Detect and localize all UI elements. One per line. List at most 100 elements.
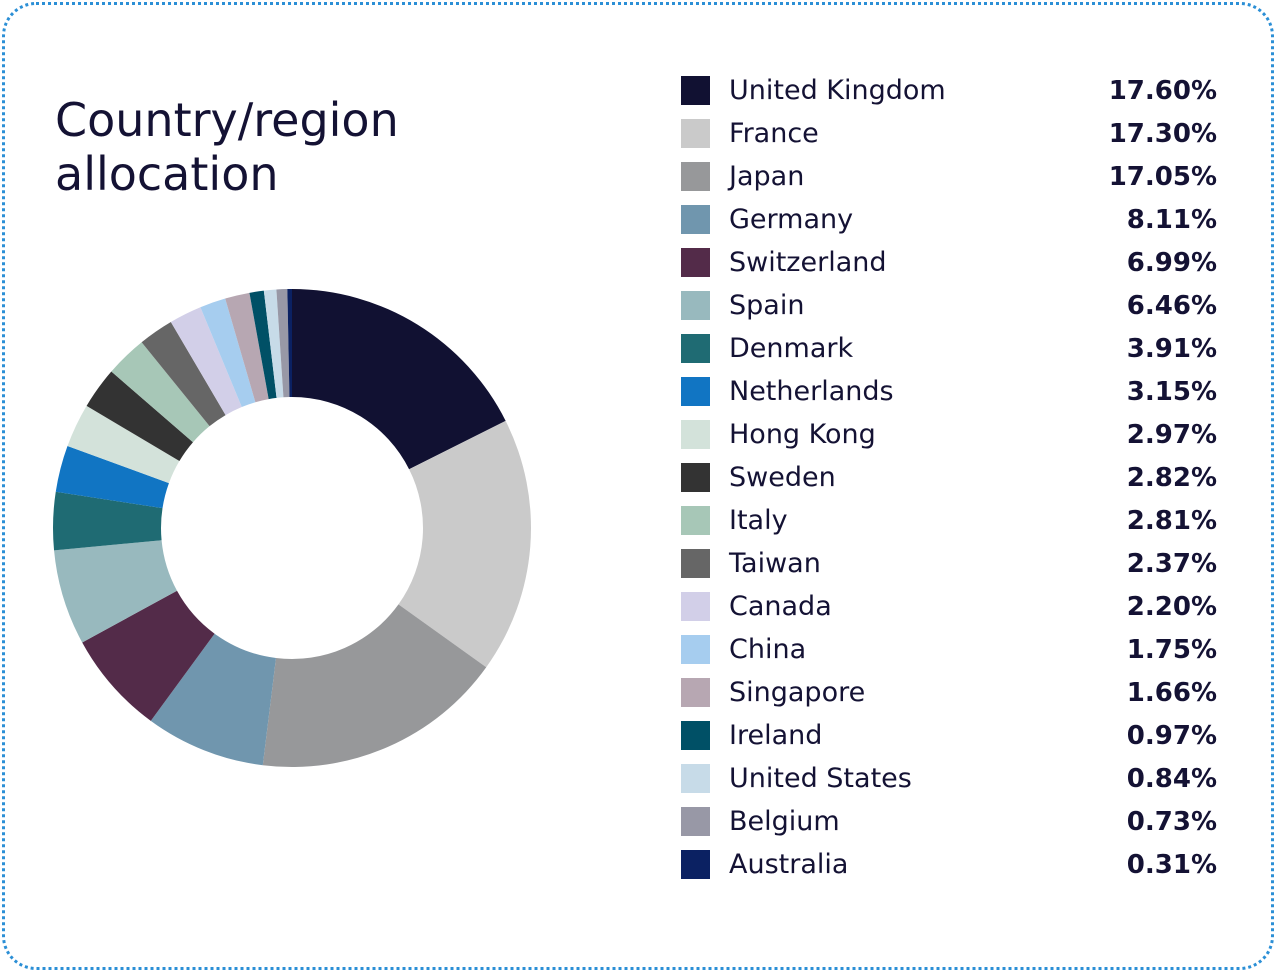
legend-swatch <box>681 764 710 793</box>
legend-label: Netherlands <box>729 376 894 407</box>
slice-netherlands <box>55 446 169 509</box>
donut-slices <box>53 289 531 767</box>
legend-item-denmark: Denmark 3.91% <box>681 327 1221 370</box>
legend-item-canada: Canada 2.20% <box>681 585 1221 628</box>
legend-swatch <box>681 291 710 320</box>
legend-value: 2.81% <box>1126 505 1217 536</box>
legend-value: 0.84% <box>1126 763 1217 794</box>
legend-label: Sweden <box>729 462 836 493</box>
legend-item-japan: Japan 17.05% <box>681 155 1221 198</box>
chart-title: Country/region allocation <box>55 93 399 201</box>
legend-value: 8.11% <box>1126 204 1217 235</box>
legend-swatch <box>681 334 710 363</box>
slice-italy <box>111 342 210 443</box>
slice-sweden <box>86 371 193 462</box>
legend-swatch <box>681 721 710 750</box>
legend-item-switzerland: Switzerland 6.99% <box>681 241 1221 284</box>
slice-united-kingdom <box>292 289 506 470</box>
legend-label: United Kingdom <box>729 75 946 106</box>
legend-swatch <box>681 162 710 191</box>
legend-label: Taiwan <box>729 548 821 579</box>
slice-ireland <box>249 290 277 400</box>
slice-spain <box>54 540 178 643</box>
legend-value: 3.91% <box>1126 333 1217 364</box>
legend-value: 6.46% <box>1126 290 1217 321</box>
slice-hong-kong <box>67 405 180 484</box>
legend-swatch <box>681 377 710 406</box>
legend-value: 2.97% <box>1126 419 1217 450</box>
slice-singapore <box>225 292 269 403</box>
legend-label: Switzerland <box>729 247 887 278</box>
legend-label: Hong Kong <box>729 419 876 450</box>
legend-item-spain: Spain 6.46% <box>681 284 1221 327</box>
slice-australia <box>287 289 292 398</box>
legend-swatch <box>681 807 710 836</box>
legend-value: 1.66% <box>1126 677 1217 708</box>
legend-value: 2.37% <box>1126 548 1217 579</box>
legend-item-taiwan: Taiwan 2.37% <box>681 542 1221 585</box>
legend-label: Australia <box>729 849 849 880</box>
legend-value: 0.73% <box>1126 806 1217 837</box>
legend-swatch <box>681 506 710 535</box>
legend-value: 0.97% <box>1126 720 1217 751</box>
legend-item-france: France 17.30% <box>681 112 1221 155</box>
legend-value: 1.75% <box>1126 634 1217 665</box>
slice-united-states <box>263 289 284 398</box>
legend-label: China <box>729 634 807 665</box>
legend-label: Ireland <box>729 720 823 751</box>
slice-japan <box>262 604 487 767</box>
legend-swatch <box>681 850 710 879</box>
legend-value: 17.60% <box>1108 75 1217 106</box>
slice-germany <box>150 633 276 766</box>
legend-label: Japan <box>729 161 805 192</box>
legend-swatch <box>681 463 710 492</box>
legend-value: 2.82% <box>1126 462 1217 493</box>
legend-value: 3.15% <box>1126 376 1217 407</box>
slice-france <box>398 420 531 668</box>
legend-item-netherlands: Netherlands 3.15% <box>681 370 1221 413</box>
legend-swatch <box>681 248 710 277</box>
slice-taiwan <box>141 321 226 427</box>
legend-swatch <box>681 549 710 578</box>
legend-label: Belgium <box>729 806 840 837</box>
legend-label: Denmark <box>729 333 854 364</box>
legend-value: 6.99% <box>1126 247 1217 278</box>
legend-label: Italy <box>729 505 788 536</box>
legend-swatch <box>681 678 710 707</box>
legend-swatch <box>681 205 710 234</box>
legend-label: United States <box>729 763 912 794</box>
legend-label: France <box>729 118 819 149</box>
legend-item-italy: Italy 2.81% <box>681 499 1221 542</box>
slice-belgium <box>276 289 290 398</box>
legend-item-hong-kong: Hong Kong 2.97% <box>681 413 1221 456</box>
legend-value: 17.05% <box>1108 161 1217 192</box>
slice-denmark <box>53 491 163 551</box>
legend-swatch <box>681 592 710 621</box>
legend-item-ireland: Ireland 0.97% <box>681 714 1221 757</box>
donut-chart <box>53 289 531 767</box>
legend-item-united-states: United States 0.84% <box>681 757 1221 800</box>
legend-item-united-kingdom: United Kingdom 17.60% <box>681 69 1221 112</box>
legend-label: Singapore <box>729 677 866 708</box>
slice-switzerland <box>82 590 215 721</box>
legend-item-china: China 1.75% <box>681 628 1221 671</box>
legend-swatch <box>681 76 710 105</box>
legend: United Kingdom 17.60% France 17.30% Japan 17.… <box>681 69 1221 886</box>
legend-item-sweden: Sweden 2.82% <box>681 456 1221 499</box>
legend-value: 0.31% <box>1126 849 1217 880</box>
legend-swatch <box>681 420 710 449</box>
legend-item-germany: Germany 8.11% <box>681 198 1221 241</box>
legend-label: Canada <box>729 591 832 622</box>
legend-item-belgium: Belgium 0.73% <box>681 800 1221 843</box>
legend-swatch <box>681 119 710 148</box>
legend-label: Germany <box>729 204 854 235</box>
legend-label: Spain <box>729 290 805 321</box>
legend-value: 17.30% <box>1108 118 1217 149</box>
legend-item-australia: Australia 0.31% <box>681 843 1221 886</box>
slice-china <box>200 298 256 408</box>
legend-item-singapore: Singapore 1.66% <box>681 671 1221 714</box>
legend-value: 2.20% <box>1126 591 1217 622</box>
legend-swatch <box>681 635 710 664</box>
slice-canada <box>170 307 242 416</box>
